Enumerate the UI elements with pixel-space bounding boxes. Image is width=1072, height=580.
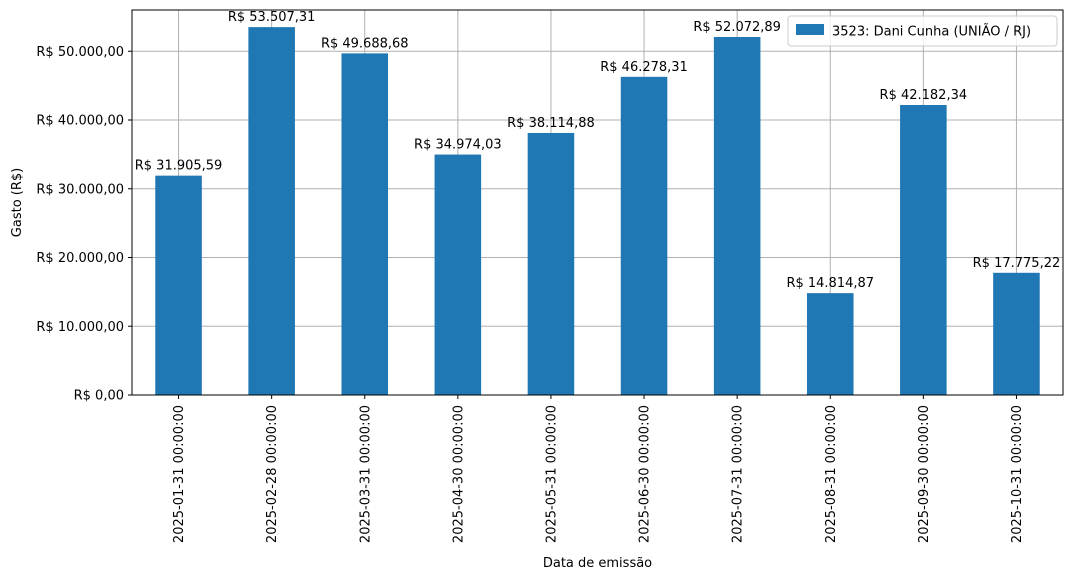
bar-value-label: R$ 34.974,03: [414, 138, 502, 153]
y-tick-label: R$ 30.000,00: [36, 182, 124, 197]
bar-value-label: R$ 49.688,68: [321, 36, 409, 51]
bar: [434, 154, 482, 395]
legend: 3523: Dani Cunha (UNIÃO / RJ): [787, 15, 1058, 47]
bar: [155, 175, 202, 395]
x-tick-label: 2025-10-31 00:00:00: [1010, 405, 1025, 543]
bar-value-label: R$ 46.278,31: [600, 60, 688, 75]
x-tick-label: 2025-07-31 00:00:00: [731, 405, 746, 543]
bar-value-label: R$ 52.072,89: [693, 20, 781, 35]
bar: [806, 293, 854, 395]
bar: [900, 104, 947, 396]
x-tick-label: 2025-04-30 00:00:00: [451, 405, 466, 543]
x-tick-label: 2025-09-30 00:00:00: [917, 405, 932, 543]
bar-value-label: R$ 53.507,31: [228, 10, 316, 25]
bar-value-label: R$ 31.905,59: [135, 159, 223, 174]
bar-value-label: R$ 42.182,34: [880, 88, 968, 103]
y-tick-label: R$ 20.000,00: [36, 251, 124, 266]
legend-label: 3523: Dani Cunha (UNIÃO / RJ): [832, 24, 1031, 40]
bar: [713, 36, 761, 396]
bar-value-label: R$ 38.114,88: [507, 116, 595, 131]
bar-value-label: R$ 17.775,22: [973, 256, 1061, 271]
y-tick-label: R$ 50.000,00: [36, 45, 124, 60]
y-axis-ticks: R$ 0,00 R$ 10.000,00 R$ 20.000,00 R$ 30.000…: [36, 45, 132, 404]
x-tick-label: 2025-05-31 00:00:00: [544, 405, 559, 543]
legend-box: [787, 15, 1058, 47]
x-axis-label: Data de emissão: [543, 556, 652, 571]
bar-value-labels: R$ 31.905,59 R$ 53.507,31 R$ 49.688,68 R$ 3…: [135, 10, 1061, 291]
x-tick-label: 2025-02-28 00:00:00: [265, 405, 280, 543]
bar: [993, 272, 1040, 395]
bar: [620, 76, 668, 396]
y-tick-label: R$ 0,00: [74, 389, 124, 404]
x-tick-label: 2025-06-30 00:00:00: [638, 405, 653, 543]
bar: [341, 53, 389, 396]
bar: [527, 132, 575, 395]
legend-swatch: [796, 24, 824, 35]
x-tick-label: 2025-08-31 00:00:00: [824, 405, 839, 543]
x-tick-label: 2025-03-31 00:00:00: [358, 405, 373, 543]
x-tick-label: 2025-01-31 00:00:00: [172, 405, 187, 543]
bar: [248, 27, 295, 396]
y-axis-label: Gasto (R$): [10, 168, 25, 237]
y-tick-label: R$ 10.000,00: [36, 320, 124, 335]
plot-frame: [131, 9, 1064, 396]
x-axis-ticks: 2025-01-31 00:00:00 2025-02-28 00:00:00 20…: [172, 395, 1025, 543]
bar-value-label: R$ 14.814,87: [786, 276, 874, 291]
y-tick-label: R$ 40.000,00: [36, 114, 124, 129]
bars: [155, 27, 1040, 396]
